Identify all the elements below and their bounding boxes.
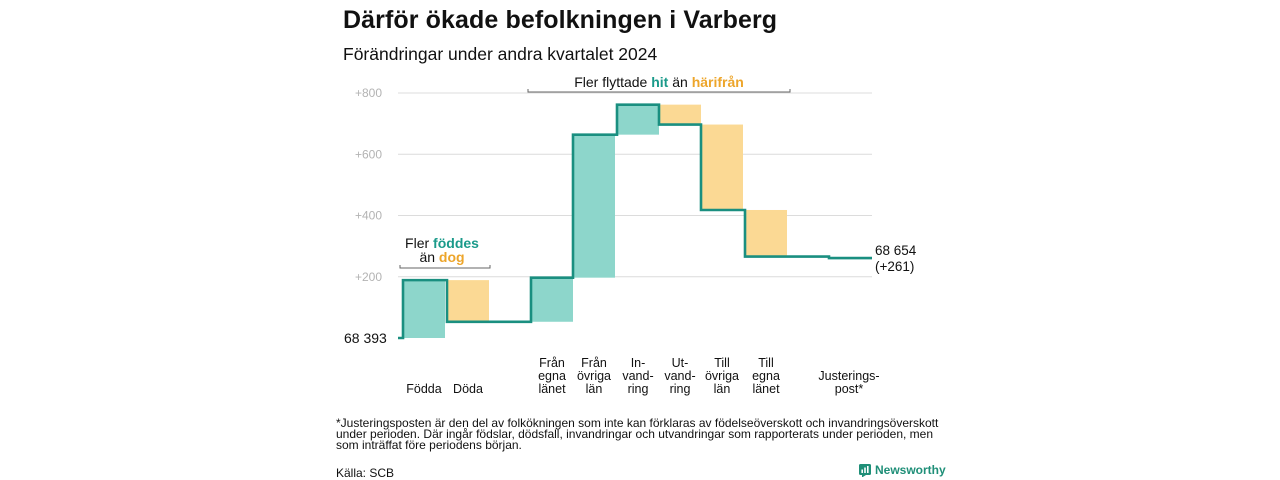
- start-value-label: 68 393: [344, 330, 387, 346]
- category-label: Födda: [406, 382, 441, 396]
- category-label: ring: [628, 382, 649, 396]
- category-label: In-: [631, 356, 646, 370]
- end-change-label: (+261): [875, 259, 914, 274]
- category-label: Till: [758, 356, 774, 370]
- waterfall-bar: [745, 209, 787, 257]
- category-label: län: [714, 382, 731, 396]
- category-label: egna: [538, 369, 566, 383]
- annotation-highlight-decrease: dog: [439, 249, 465, 265]
- annotation-highlight-decrease: härifrån: [692, 74, 744, 90]
- annotation-text: Fler flyttade: [574, 74, 651, 90]
- category-label: egna: [752, 369, 780, 383]
- births-annotation-line1: Fler föddes: [405, 235, 479, 251]
- category-label: Döda: [453, 382, 483, 396]
- category-label: ring: [670, 382, 691, 396]
- chart-title: Därför ökade befolkningen i Varberg: [343, 6, 778, 34]
- births-annotation-line2: än dog: [419, 249, 464, 265]
- y-tick-label: +800: [355, 86, 382, 100]
- annotation-highlight-increase: hit: [651, 74, 668, 90]
- waterfall-bar: [531, 277, 573, 322]
- migration-bracket: [527, 89, 791, 93]
- births-bracket: [399, 265, 491, 269]
- waterfall-bar: [403, 280, 445, 338]
- y-tick-label: +600: [355, 147, 382, 161]
- category-label: Från: [581, 356, 607, 370]
- chart-subtitle: Förändringar under andra kvartalet 2024: [343, 44, 658, 64]
- waterfall-bar: [617, 104, 659, 135]
- category-label: län: [586, 382, 603, 396]
- category-label: länet: [752, 382, 780, 396]
- footnote: *Justeringsposten är den del av folkökni…: [336, 416, 939, 452]
- waterfall-bar: [573, 134, 615, 278]
- category-label: Justerings-: [818, 369, 879, 383]
- cumulative-line: [398, 103, 872, 340]
- annotation-highlight-increase: föddes: [433, 235, 479, 251]
- migration-annotation: Fler flyttade hit än härifrån: [574, 74, 744, 90]
- category-label: vand-: [622, 369, 653, 383]
- source-text: Källa: SCB: [336, 466, 395, 480]
- category-label: vand-: [664, 369, 695, 383]
- category-label: Från: [539, 356, 565, 370]
- category-label: länet: [538, 382, 566, 396]
- annotation-text: Fler: [405, 235, 433, 251]
- brand-logo: Newsworthy: [859, 463, 946, 477]
- category-label: övriga: [577, 369, 611, 383]
- waterfall-bar: [701, 124, 743, 210]
- category-label: övriga: [705, 369, 739, 383]
- annotation-text: än: [668, 74, 691, 90]
- y-tick-label: +200: [355, 270, 382, 284]
- y-tick-label: +400: [355, 209, 382, 223]
- newsworthy-logo-icon: [859, 463, 871, 477]
- waterfall-bar: [659, 104, 701, 125]
- brand-name: Newsworthy: [875, 463, 946, 477]
- category-label: post*: [835, 382, 864, 396]
- end-value-label: 68 654: [875, 243, 917, 258]
- waterfall-bar: [447, 280, 489, 322]
- category-label: Ut-: [672, 356, 689, 370]
- annotation-text: än: [419, 249, 438, 265]
- category-label: Till: [714, 356, 730, 370]
